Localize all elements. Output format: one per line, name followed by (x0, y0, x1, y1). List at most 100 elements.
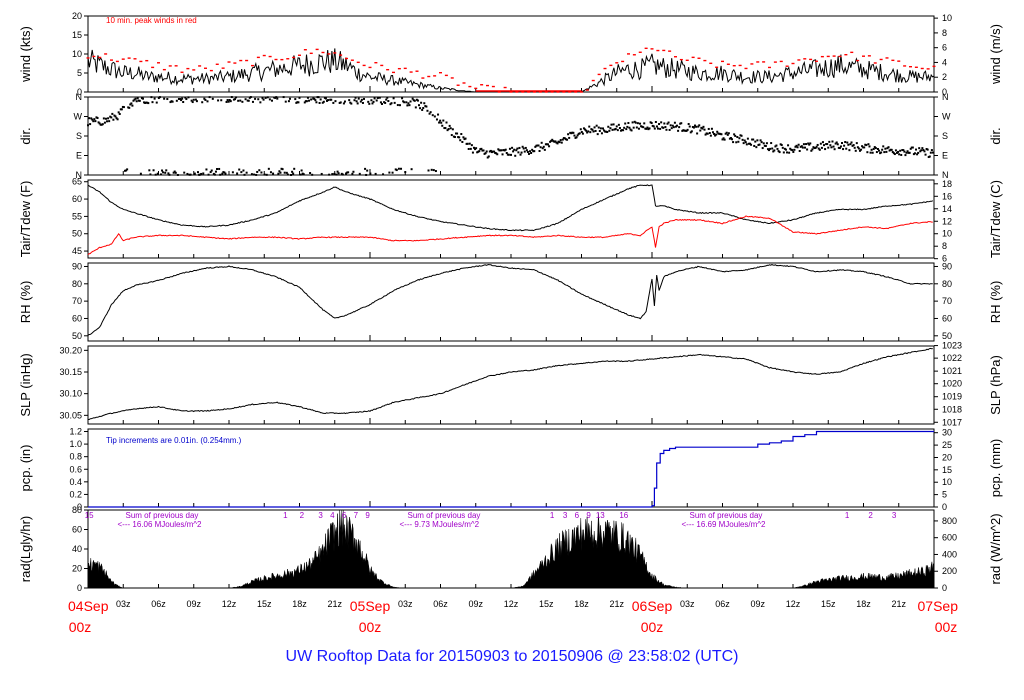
dir-point (679, 122, 682, 125)
panel-rh: 50 60 70 80 90 50 60 70 80 90 RH (%) RH (%) (18, 261, 1003, 342)
dir-point (892, 152, 895, 155)
dir-point (776, 147, 779, 150)
tick-label-left: 30.20 (59, 345, 82, 355)
dir-point (410, 168, 413, 171)
dir-point (159, 173, 162, 176)
tick-label-left: N (76, 170, 83, 180)
dir-point (369, 172, 372, 175)
dir-point (198, 173, 201, 176)
dir-point (684, 129, 687, 132)
peak-mark (309, 52, 313, 55)
dir-point (834, 142, 837, 145)
dir-point (855, 142, 858, 145)
dir-point (406, 104, 409, 107)
x-tick-label: 06z (433, 599, 448, 609)
dir-point (131, 104, 134, 107)
dir-point (628, 126, 631, 129)
peak-mark (209, 69, 213, 72)
dir-point (228, 98, 231, 101)
dir-point (253, 173, 256, 176)
dir-point (349, 101, 352, 104)
peak-mark (791, 62, 795, 65)
dir-point (920, 149, 923, 152)
dir-point (527, 152, 530, 155)
dir-point (524, 146, 527, 149)
dir-point (689, 131, 692, 134)
dir-point (279, 171, 282, 174)
tick-label-left: 0 (77, 87, 82, 97)
peak-mark (433, 75, 437, 77)
dir-point (147, 102, 150, 105)
dir-point (426, 109, 429, 112)
dir-point (771, 147, 774, 150)
rad-annotation: <--- 16.69 MJoules/m^2 (682, 520, 767, 529)
dir-point (931, 151, 934, 154)
peak-mark (256, 56, 260, 59)
dir-point (743, 139, 746, 142)
dir-point (331, 173, 334, 176)
dir-point (880, 151, 883, 154)
dir-point (317, 96, 320, 99)
dir-point (102, 117, 105, 120)
peak-mark (685, 59, 689, 61)
dir-point (547, 143, 550, 146)
dir-point (760, 141, 763, 144)
dir-point (795, 144, 798, 147)
dir-point (214, 170, 217, 173)
dir-point (194, 98, 197, 101)
dir-point (557, 140, 560, 143)
peak-mark (303, 49, 307, 51)
panel-frame (87, 179, 935, 259)
peak-mark (815, 60, 818, 62)
dir-point (375, 99, 378, 102)
dir-point (404, 171, 407, 174)
y-axis-label-right: dir. (988, 127, 1003, 144)
dir-point (860, 148, 863, 151)
tick-label-right: 600 (942, 533, 957, 543)
peak-mark (844, 53, 848, 56)
dir-point (180, 99, 183, 102)
dir-point (423, 102, 426, 105)
panel-wind: 0 5 10 15 20 0 2 4 6 8 10 wind (kts) wind (m/s) 10 mi… (18, 11, 1003, 97)
dir-point (512, 150, 515, 153)
dir-point (826, 143, 829, 146)
dir-point (119, 108, 122, 111)
dir-point (773, 149, 776, 152)
dir-point (904, 154, 907, 157)
dir-point (342, 102, 345, 105)
dir-point (294, 98, 297, 101)
dir-point (820, 146, 823, 149)
tick-label-left: 30.05 (59, 410, 82, 420)
dir-point (445, 121, 448, 124)
dir-point (497, 148, 500, 151)
dir-point (839, 145, 842, 148)
dir-point (150, 96, 153, 99)
panel-annotation: Tip increments are 0.01in. (0.254mm.) (106, 436, 242, 445)
dir-point (217, 99, 220, 102)
dir-point (788, 151, 791, 154)
dir-point (672, 126, 675, 129)
dir-point (610, 123, 613, 126)
tick-label-right: 1021 (942, 366, 962, 376)
x-tick-label: 03z (398, 599, 413, 609)
dir-point (109, 115, 112, 118)
dir-point (329, 98, 332, 101)
dir-point (95, 116, 98, 119)
dir-point (440, 121, 443, 124)
dir-point (806, 148, 809, 151)
dir-point (558, 141, 561, 144)
dir-point (763, 144, 766, 147)
tick-label-left: 0.8 (69, 452, 82, 462)
panel-frame (87, 96, 935, 176)
dir-point (296, 101, 299, 104)
dir-point (474, 148, 477, 151)
x-date-sub-label: 00z (69, 619, 92, 635)
peak-mark (186, 67, 190, 70)
dir-point (578, 132, 581, 135)
dir-point (319, 98, 322, 101)
peak-mark (327, 53, 331, 55)
dir-point (104, 117, 107, 120)
dir-point (494, 151, 497, 154)
dir-point (717, 132, 720, 135)
dir-point (673, 121, 676, 124)
